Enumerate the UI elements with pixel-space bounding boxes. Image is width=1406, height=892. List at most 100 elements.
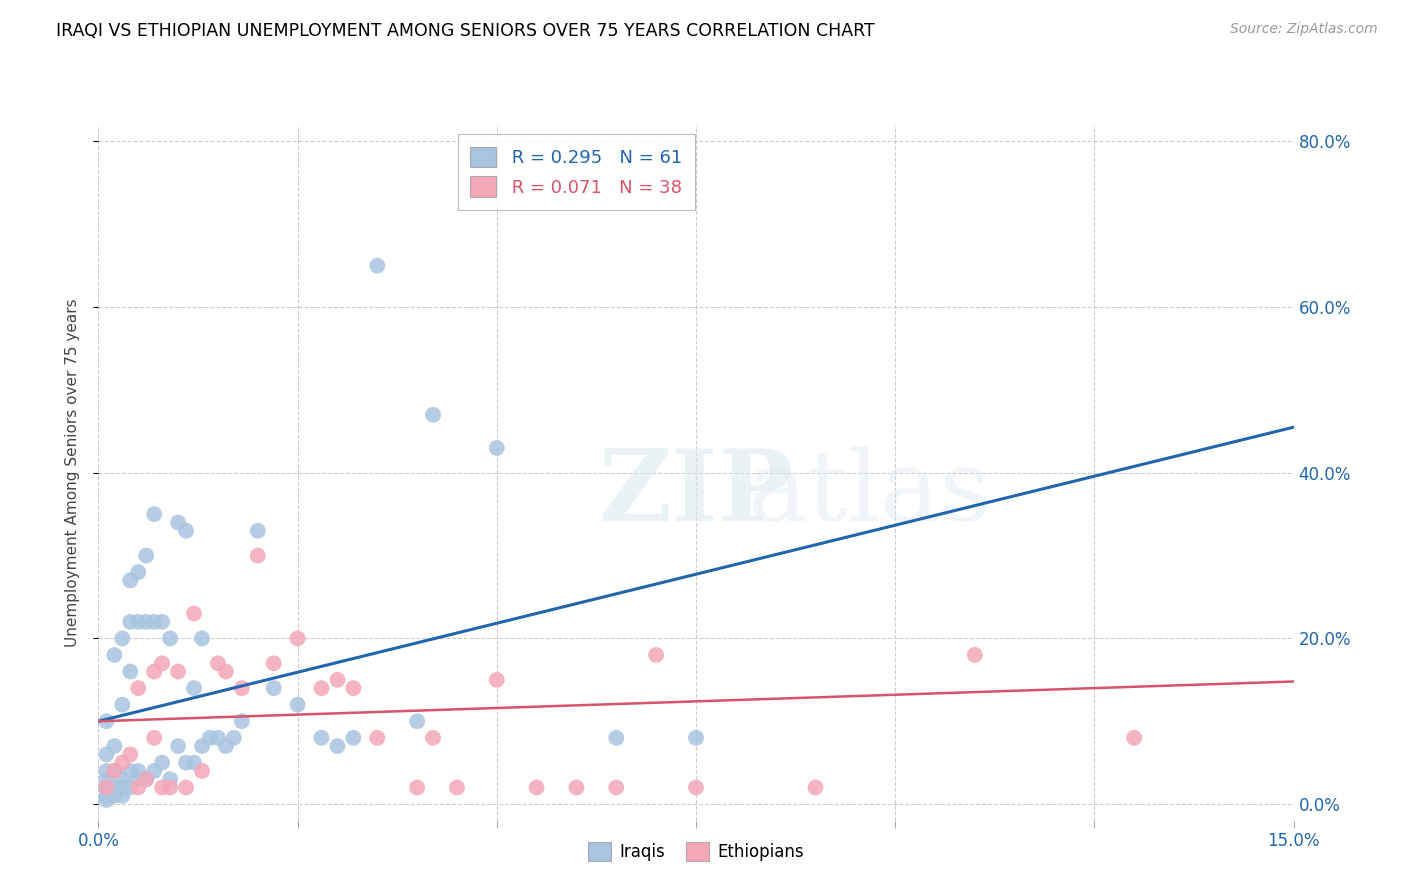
Point (103, 739, 125, 753)
Point (366, 731, 388, 745)
Point (174, 524, 197, 538)
Point (96, 747, 118, 762)
Point (96, 789, 118, 803)
Point (326, 673, 349, 687)
Point (685, 731, 707, 745)
Point (120, 747, 142, 762)
Point (246, 524, 269, 538)
Point (183, 756, 205, 770)
Point (159, 780, 181, 795)
Legend: Iraqis, Ethiopians: Iraqis, Ethiopians (582, 836, 810, 868)
Point (287, 632, 309, 646)
Point (406, 714, 429, 729)
Point (207, 731, 229, 745)
Point (246, 549, 269, 563)
Point (167, 516, 190, 530)
Point (159, 772, 181, 787)
Point (198, 731, 221, 745)
Point (485, 673, 508, 687)
Point (963, 648, 986, 662)
Text: ZIP: ZIP (599, 445, 793, 542)
Point (287, 698, 309, 712)
Point (422, 408, 444, 422)
Point (342, 731, 364, 745)
Point (96, 780, 118, 795)
Point (103, 764, 125, 778)
Point (366, 259, 388, 273)
Point (342, 681, 364, 695)
Point (311, 731, 333, 745)
Point (111, 698, 134, 712)
Text: atlas: atlas (748, 446, 991, 541)
Point (120, 665, 142, 679)
Point (231, 714, 253, 729)
Point (111, 789, 134, 803)
Point (150, 657, 173, 671)
Point (191, 632, 214, 646)
Point (111, 772, 134, 787)
Point (422, 731, 444, 745)
Point (96, 764, 118, 778)
Point (174, 756, 197, 770)
Point (191, 739, 214, 753)
Point (183, 681, 205, 695)
Point (446, 780, 468, 795)
Point (96, 772, 118, 787)
Point (103, 764, 125, 778)
Point (326, 739, 349, 753)
Point (127, 764, 149, 778)
Point (215, 739, 238, 753)
Point (605, 731, 627, 745)
Point (103, 780, 125, 795)
Point (526, 780, 548, 795)
Point (111, 756, 134, 770)
Point (143, 665, 166, 679)
Point (159, 632, 181, 646)
Point (485, 441, 508, 455)
Point (207, 657, 229, 671)
Point (96, 793, 118, 807)
Text: Source: ZipAtlas.com: Source: ZipAtlas.com (1230, 22, 1378, 37)
Point (111, 780, 134, 795)
Point (111, 632, 134, 646)
Point (263, 681, 285, 695)
Point (96, 714, 118, 729)
Point (645, 648, 668, 662)
Point (103, 789, 125, 803)
Point (143, 507, 166, 521)
Point (167, 739, 190, 753)
Point (1123, 731, 1146, 745)
Text: IRAQI VS ETHIOPIAN UNEMPLOYMENT AMONG SENIORS OVER 75 YEARS CORRELATION CHART: IRAQI VS ETHIOPIAN UNEMPLOYMENT AMONG SE… (56, 22, 875, 40)
Point (215, 665, 238, 679)
Point (96, 780, 118, 795)
Point (143, 615, 166, 629)
Point (135, 772, 157, 787)
Y-axis label: Unemployment Among Seniors over 75 years: Unemployment Among Seniors over 75 years (65, 299, 80, 647)
Point (263, 657, 285, 671)
Point (127, 772, 149, 787)
Point (191, 764, 214, 778)
Point (143, 731, 166, 745)
Point (565, 780, 588, 795)
Point (605, 780, 627, 795)
Point (150, 756, 173, 770)
Point (120, 574, 142, 588)
Point (127, 565, 149, 579)
Point (311, 681, 333, 695)
Point (103, 648, 125, 662)
Point (167, 665, 190, 679)
Point (150, 615, 173, 629)
Point (135, 615, 157, 629)
Point (120, 764, 142, 778)
Point (127, 681, 149, 695)
Point (127, 780, 149, 795)
Point (685, 780, 707, 795)
Point (127, 615, 149, 629)
Point (135, 772, 157, 787)
Point (143, 764, 166, 778)
Point (120, 615, 142, 629)
Point (174, 780, 197, 795)
Point (231, 681, 253, 695)
Point (120, 780, 142, 795)
Point (222, 731, 245, 745)
